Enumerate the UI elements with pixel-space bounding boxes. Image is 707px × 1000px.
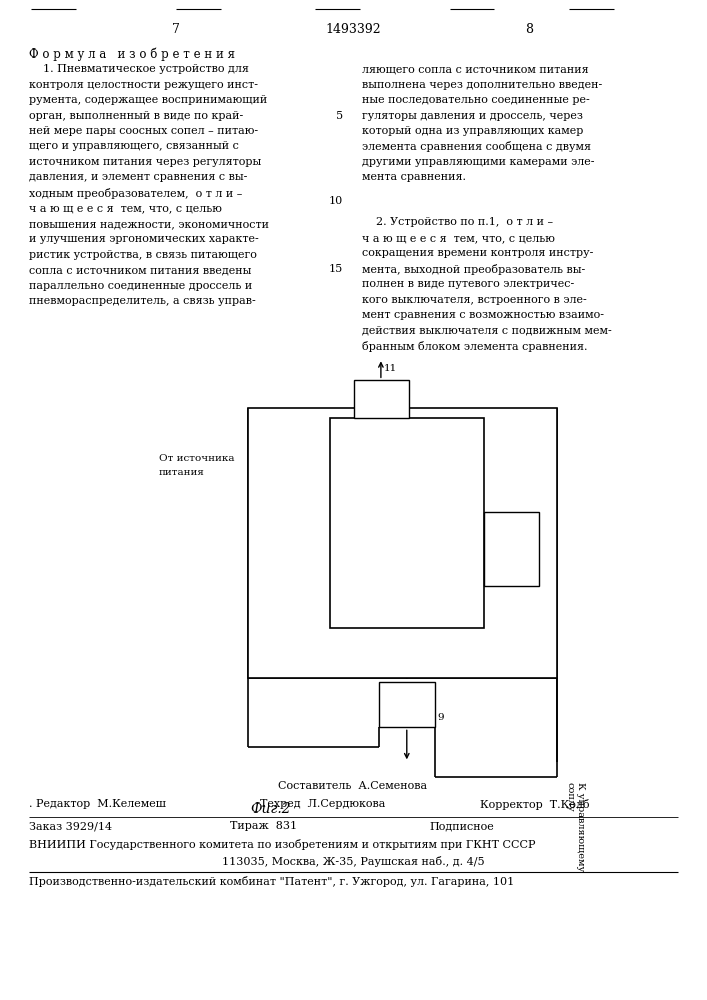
Text: ляющего сопла с источником питания: ляющего сопла с источником питания	[362, 64, 589, 74]
Text: действия выключателя с подвижным мем-: действия выключателя с подвижным мем-	[362, 325, 612, 335]
Text: 9: 9	[438, 713, 444, 722]
Text: 5: 5	[336, 111, 343, 121]
Text: От источника: От источника	[159, 454, 234, 463]
Text: сопла с источником питания введены: сопла с источником питания введены	[29, 265, 252, 275]
Text: К управляющему
соплу: К управляющему соплу	[565, 782, 585, 871]
Text: Производственно-издательский комбинат "Патент", г. Ужгород, ул. Гагарина, 101: Производственно-издательский комбинат "П…	[29, 876, 515, 887]
Text: Подписное: Подписное	[430, 821, 494, 831]
Text: 1493392: 1493392	[325, 23, 381, 36]
Text: ч а ю щ е е с я  тем, что, с целью: ч а ю щ е е с я тем, что, с целью	[362, 233, 555, 243]
Text: давления, и элемент сравнения с вы-: давления, и элемент сравнения с вы-	[29, 172, 247, 182]
Text: повышения надежности, экономичности: повышения надежности, экономичности	[29, 219, 269, 229]
Text: 1. Пневматическое устройство для: 1. Пневматическое устройство для	[29, 64, 249, 74]
Bar	[248, 408, 557, 678]
Text: . Редактор  М.Келемеш: . Редактор М.Келемеш	[29, 799, 166, 809]
Text: 15: 15	[335, 496, 349, 505]
Text: 12: 12	[525, 445, 537, 454]
Text: элемента сравнения сообщена с двумя: элемента сравнения сообщена с двумя	[362, 141, 591, 152]
Text: 2. Устройство по п.1,  о т л и –: 2. Устройство по п.1, о т л и –	[362, 217, 553, 227]
Text: 8: 8	[525, 23, 533, 36]
Text: ч а ю щ е е с я  тем, что, с целью: ч а ю щ е е с я тем, что, с целью	[29, 203, 222, 213]
Text: полнен в виде путевого электричес-: полнен в виде путевого электричес-	[362, 279, 574, 289]
Text: Корректор  Т.Колб: Корректор Т.Колб	[479, 799, 589, 810]
Text: Заказ 3929/14: Заказ 3929/14	[29, 821, 112, 831]
Text: и улучшения эргономических характе-: и улучшения эргономических характе-	[29, 234, 259, 244]
Bar	[330, 418, 484, 628]
Text: Тираж  831: Тираж 831	[230, 821, 298, 831]
Text: мент сравнения с возможностью взаимо-: мент сравнения с возможностью взаимо-	[362, 310, 604, 320]
Text: пневмораспределитель, а связь управ-: пневмораспределитель, а связь управ-	[29, 296, 256, 306]
Text: Ф о р м у л а   и з о б р е т е н и я: Ф о р м у л а и з о б р е т е н и я	[29, 47, 235, 61]
Text: Фиг.2: Фиг.2	[250, 802, 291, 816]
Text: выполнена через дополнительно введен-: выполнена через дополнительно введен-	[362, 80, 602, 90]
Text: 14: 14	[335, 461, 349, 470]
Text: гуляторы давления и дроссель, через: гуляторы давления и дроссель, через	[362, 111, 583, 121]
Text: источником питания через регуляторы: источником питания через регуляторы	[29, 157, 262, 167]
Text: 15: 15	[329, 264, 343, 274]
Text: кого выключателя, встроенного в эле-: кого выключателя, встроенного в эле-	[362, 295, 587, 305]
Text: 10: 10	[329, 196, 343, 206]
Text: ходным преобразователем,  о т л и –: ходным преобразователем, о т л и –	[29, 188, 243, 199]
Text: Составитель  А.Семенова: Составитель А.Семенова	[279, 781, 428, 791]
Bar	[354, 380, 409, 418]
Bar	[379, 682, 435, 727]
Text: 113035, Москва, Ж-35, Раушская наб., д. 4/5: 113035, Москва, Ж-35, Раушская наб., д. …	[222, 856, 484, 867]
Text: 18: 18	[335, 601, 349, 610]
Text: другими управляющими камерами эле-: другими управляющими камерами эле-	[362, 157, 595, 167]
Text: 16: 16	[335, 531, 349, 540]
Text: Техред  Л.Сердюкова: Техред Л.Сердюкова	[260, 799, 386, 809]
Text: контроля целостности режущего инст-: контроля целостности режущего инст-	[29, 80, 258, 90]
Text: который одна из управляющих камер: который одна из управляющих камер	[362, 126, 583, 136]
Text: 13: 13	[335, 426, 349, 435]
Text: мента, выходной преобразователь вы-: мента, выходной преобразователь вы-	[362, 264, 585, 275]
Text: бранным блоком элемента сравнения.: бранным блоком элемента сравнения.	[362, 341, 588, 352]
Text: 17: 17	[335, 566, 349, 575]
Text: мента сравнения.: мента сравнения.	[362, 172, 466, 182]
Text: 7: 7	[172, 23, 180, 36]
Text: румента, содержащее воспринимающий: румента, содержащее воспринимающий	[29, 95, 267, 105]
Text: 11: 11	[384, 364, 397, 373]
Text: орган, выполненный в виде по край-: орган, выполненный в виде по край-	[29, 111, 243, 121]
Text: параллельно соединенные дроссель и: параллельно соединенные дроссель и	[29, 281, 252, 291]
Text: питания: питания	[159, 468, 204, 477]
Text: ристик устройства, в связь питающего: ристик устройства, в связь питающего	[29, 250, 257, 260]
Text: ней мере пары соосных сопел – питаю-: ней мере пары соосных сопел – питаю-	[29, 126, 258, 136]
Text: ные последовательно соединенные ре-: ные последовательно соединенные ре-	[362, 95, 590, 105]
Text: ВНИИПИ Государственного комитета по изобретениям и открытиям при ГКНТ СССР: ВНИИПИ Государственного комитета по изоб…	[29, 839, 536, 850]
Text: сокращения времени контроля инстру-: сокращения времени контроля инстру-	[362, 248, 593, 258]
Bar	[484, 512, 539, 586]
Text: щего и управляющего, связанный с: щего и управляющего, связанный с	[29, 141, 239, 151]
